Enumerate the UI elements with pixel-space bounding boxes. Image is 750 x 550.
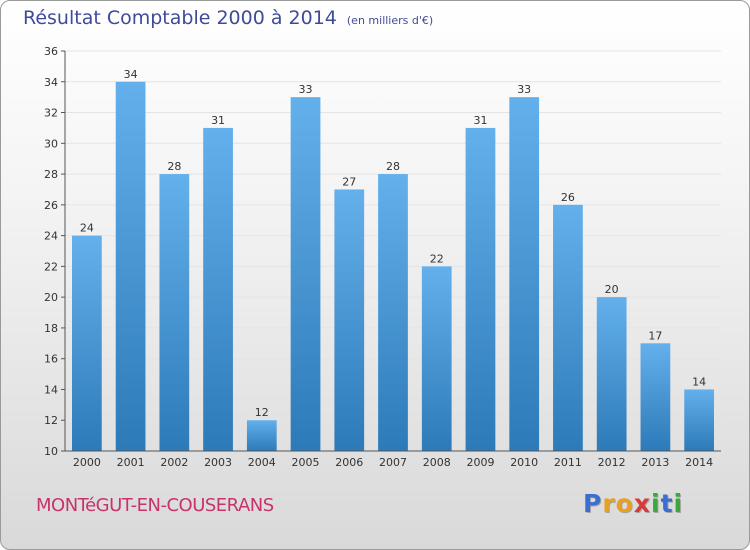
proxiti-logo[interactable]: Proxiti: [583, 489, 683, 518]
logo-letter: t: [660, 489, 674, 518]
bar: [421, 266, 452, 451]
bar: [203, 127, 233, 451]
x-tick-label: 2011: [554, 456, 582, 469]
y-tick-label: 10: [44, 445, 58, 458]
bar-value-label: 33: [299, 83, 313, 96]
x-tick-label: 2010: [510, 456, 538, 469]
y-tick-label: 26: [44, 199, 58, 212]
bar-value-label: 17: [648, 329, 662, 342]
bar-value-label: 31: [211, 114, 225, 127]
bar: [71, 235, 102, 451]
bar-value-label: 26: [561, 191, 575, 204]
chart-title: Résultat Comptable 2000 à 2014 (en millie…: [23, 7, 434, 29]
x-tick-label: 2013: [641, 456, 669, 469]
bar: [684, 389, 715, 451]
bar-value-label: 31: [473, 114, 487, 127]
bar: [290, 97, 321, 452]
x-tick-label: 2009: [466, 456, 494, 469]
x-tick-label: 2007: [379, 456, 407, 469]
bar: [509, 97, 540, 452]
bar: [334, 189, 365, 451]
logo-letter: x: [633, 489, 651, 518]
bar: [378, 174, 408, 452]
bar: [465, 127, 496, 451]
logo-letter: i: [673, 489, 684, 518]
chart-unit: (en milliers d'€): [346, 14, 434, 27]
y-tick-label: 14: [44, 383, 58, 396]
y-tick-label: 22: [44, 260, 58, 273]
bar-value-label: 27: [342, 175, 356, 188]
x-tick-label: 2001: [117, 456, 145, 469]
bar-value-label: 22: [430, 252, 444, 265]
logo-letter: o: [615, 489, 634, 518]
y-tick-label: 12: [44, 414, 58, 427]
x-tick-label: 2000: [73, 456, 101, 469]
bar-value-label: 28: [386, 160, 400, 173]
bar: [640, 343, 671, 451]
x-tick-label: 2012: [598, 456, 626, 469]
bar: [115, 81, 146, 452]
y-tick-label: 20: [44, 291, 58, 304]
bar-value-label: 34: [124, 68, 138, 81]
bar-value-label: 14: [692, 375, 706, 388]
y-tick-label: 32: [44, 107, 58, 120]
x-tick-label: 2006: [335, 456, 363, 469]
x-tick-label: 2003: [204, 456, 232, 469]
x-tick-label: 2004: [248, 456, 276, 469]
y-tick-label: 28: [44, 168, 58, 181]
y-tick-label: 30: [44, 137, 58, 150]
bar: [159, 174, 190, 452]
bar: [553, 204, 583, 451]
commune-name: MONTéGUT-EN-COUSERANS: [36, 495, 274, 516]
bar-value-label: 28: [167, 160, 181, 173]
y-tick-label: 24: [44, 230, 58, 243]
y-tick-label: 36: [44, 45, 58, 58]
x-tick-label: 2002: [160, 456, 188, 469]
bar: [596, 297, 627, 451]
x-tick-label: 2005: [292, 456, 320, 469]
x-tick-label: 2008: [423, 456, 451, 469]
bar: [246, 420, 277, 451]
bar-value-label: 20: [605, 283, 619, 296]
logo-letter: r: [602, 489, 616, 518]
logo-letter: P: [583, 489, 603, 518]
x-tick-label: 2014: [685, 456, 713, 469]
bar-value-label: 12: [255, 406, 269, 419]
y-tick-label: 34: [44, 76, 58, 89]
logo-letter: i: [651, 489, 661, 518]
bar-value-label: 33: [517, 83, 531, 96]
y-tick-label: 18: [44, 322, 58, 335]
bar-value-label: 24: [80, 222, 94, 235]
y-tick-label: 16: [44, 353, 58, 366]
